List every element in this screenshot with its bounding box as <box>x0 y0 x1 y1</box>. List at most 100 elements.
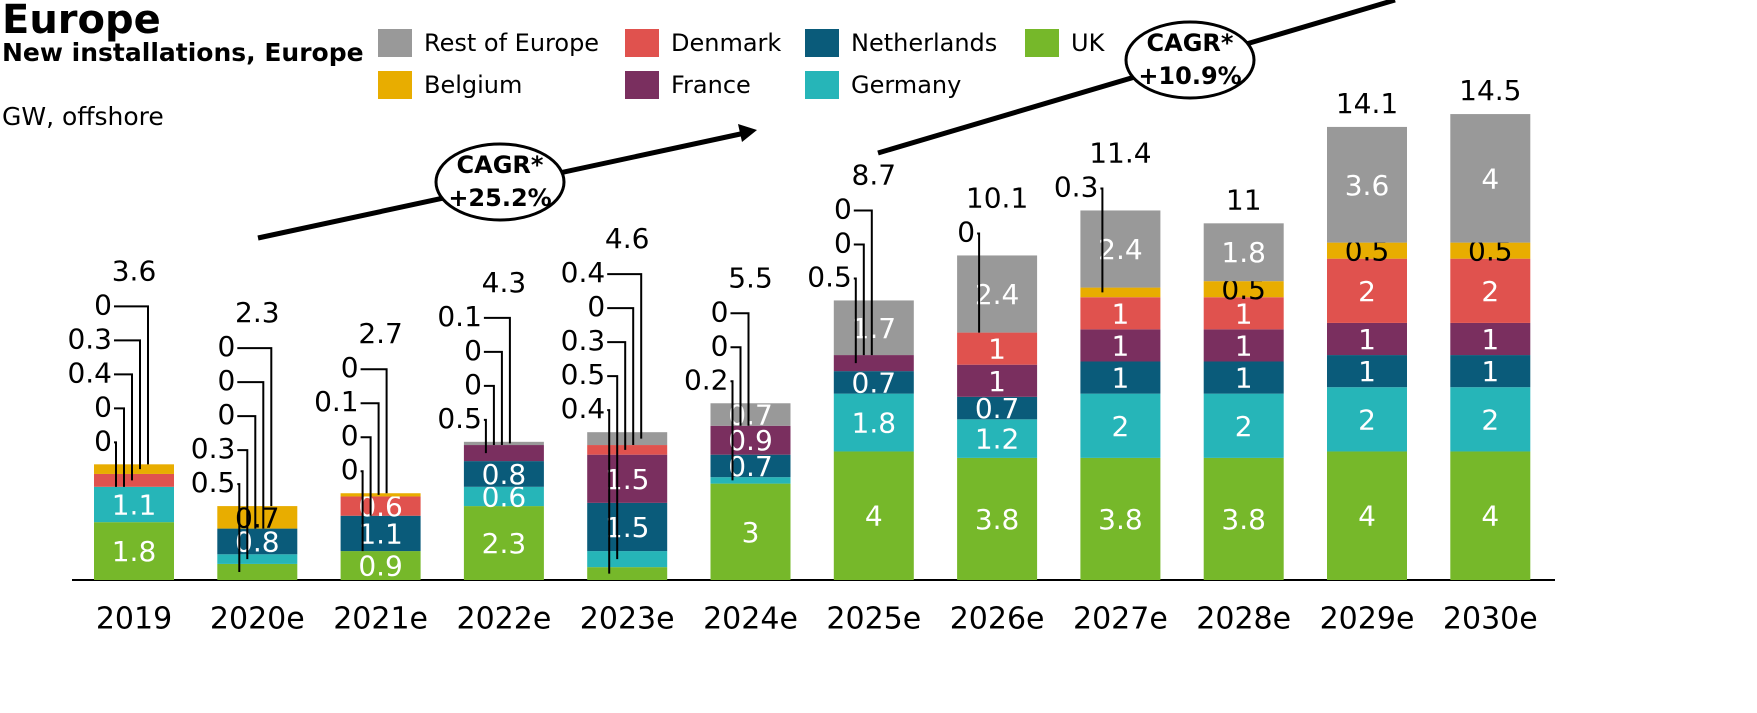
legend-swatch <box>625 71 659 99</box>
cagr-value: +25.2% <box>448 184 551 212</box>
total-label: 11.4 <box>1089 136 1151 169</box>
segment-label: 0.3 <box>191 432 236 465</box>
segment-label: 1 <box>1111 362 1129 395</box>
x-tick-label: 2027e <box>1073 602 1168 637</box>
segment-label: 3.8 <box>1221 503 1266 536</box>
chart-subtitle: New installations, Europe <box>2 38 364 67</box>
leader-line <box>483 316 511 444</box>
bar-segment <box>957 457 1038 580</box>
segment-label: 0.3 <box>561 324 606 357</box>
bar-segment <box>833 300 914 356</box>
x-tick-label: 2023e <box>580 602 675 637</box>
leader-line <box>607 409 611 574</box>
x-tick-label: 2024e <box>703 602 798 637</box>
segment-label: 1 <box>1235 329 1253 362</box>
segment-label: 0 <box>834 226 852 259</box>
segment-label: 2.4 <box>975 278 1020 311</box>
cagr-label: CAGR* <box>1147 29 1234 57</box>
bar-segment <box>957 332 1038 365</box>
legend-swatch <box>378 71 412 99</box>
segment-label: 1.2 <box>975 423 1020 456</box>
segment-label: 0.4 <box>561 256 606 289</box>
bar-segment <box>1327 451 1407 580</box>
segment-label: 0 <box>711 329 729 362</box>
segment-label: 0.3 <box>67 322 112 355</box>
bar-segment <box>1080 297 1161 330</box>
bar-segment <box>710 425 791 455</box>
leader-line <box>730 312 750 426</box>
segment-label: 1 <box>988 333 1006 366</box>
total-label: 14.1 <box>1336 87 1398 120</box>
bar-segment <box>94 473 174 487</box>
segment-label: 0.5 <box>437 402 482 435</box>
x-tick-label: 2029e <box>1320 602 1415 637</box>
segment-label: 0 <box>341 453 359 486</box>
legend-label: Germany <box>851 71 961 99</box>
segment-label: 1 <box>1111 297 1129 330</box>
bar-segment <box>1450 114 1531 243</box>
bar-segment <box>1327 242 1407 259</box>
segment-label: 0.4 <box>67 356 112 389</box>
bar-segment <box>463 441 544 446</box>
x-tick-label: 2019 <box>96 602 172 637</box>
bar-segment <box>957 419 1038 458</box>
legend-label: France <box>671 71 751 99</box>
leader-line <box>360 368 388 494</box>
bar-segment <box>587 551 668 568</box>
bar-segment <box>587 567 668 580</box>
bar-segment <box>1450 242 1531 259</box>
segment-label: 3.8 <box>975 503 1020 536</box>
leader-line <box>114 339 141 470</box>
bar-segment <box>710 454 791 478</box>
total-label: 5.5 <box>728 261 773 294</box>
segment-label: 4 <box>1481 500 1499 533</box>
total-label: 2.3 <box>235 296 280 329</box>
segment-label: 0.9 <box>728 424 773 457</box>
bar-segment <box>340 551 421 580</box>
segment-label: 2 <box>1481 275 1499 308</box>
bar-segment <box>1327 126 1407 243</box>
bar-segment <box>587 445 668 455</box>
bar-segment <box>1327 258 1407 323</box>
segment-label: 3.6 <box>1345 169 1390 202</box>
segment-label: 0.7 <box>728 399 773 432</box>
segment-label: 0.7 <box>235 501 280 534</box>
segment-label: 1 <box>1481 355 1499 388</box>
legend-label: Netherlands <box>851 29 997 57</box>
segment-label: 2 <box>1481 403 1499 436</box>
segment-label: 0.4 <box>561 392 606 425</box>
bar-segment <box>94 486 174 523</box>
leader-line <box>114 305 149 465</box>
bar-segment <box>1203 223 1284 282</box>
unit-label: GW, offshore <box>2 102 164 131</box>
segment-label: 4 <box>1481 162 1499 195</box>
bar-segment <box>1080 287 1161 298</box>
segment-label: 0.9 <box>358 550 403 583</box>
leader-line <box>853 243 865 356</box>
segment-label: 0 <box>94 288 112 321</box>
bar-segment <box>340 496 421 516</box>
bar-segment <box>94 522 174 580</box>
x-tick-label: 2020e <box>210 602 305 637</box>
leader-line <box>607 341 627 450</box>
segment-label: 1.8 <box>852 407 897 440</box>
leader-line <box>360 436 372 516</box>
bar-segment <box>1450 387 1531 452</box>
x-tick-label: 2030e <box>1443 602 1538 637</box>
bar-segment <box>710 477 791 484</box>
bar-segment <box>463 506 544 580</box>
total-label: 4.3 <box>482 266 527 299</box>
leader-line <box>114 441 117 487</box>
segment-label: 0 <box>587 290 605 323</box>
segment-label: 0.5 <box>807 260 852 293</box>
segment-label: 0 <box>711 295 729 328</box>
segment-label: 0.2 <box>684 363 729 396</box>
segment-label: 0.7 <box>852 366 897 399</box>
bar-segment <box>833 371 914 394</box>
segment-label: 1.1 <box>112 488 157 521</box>
segment-label: 0 <box>217 364 235 397</box>
bar-segment <box>1203 297 1284 330</box>
total-label: 14.5 <box>1459 74 1521 107</box>
bar-segment <box>94 464 174 474</box>
bar-segment <box>587 502 668 552</box>
